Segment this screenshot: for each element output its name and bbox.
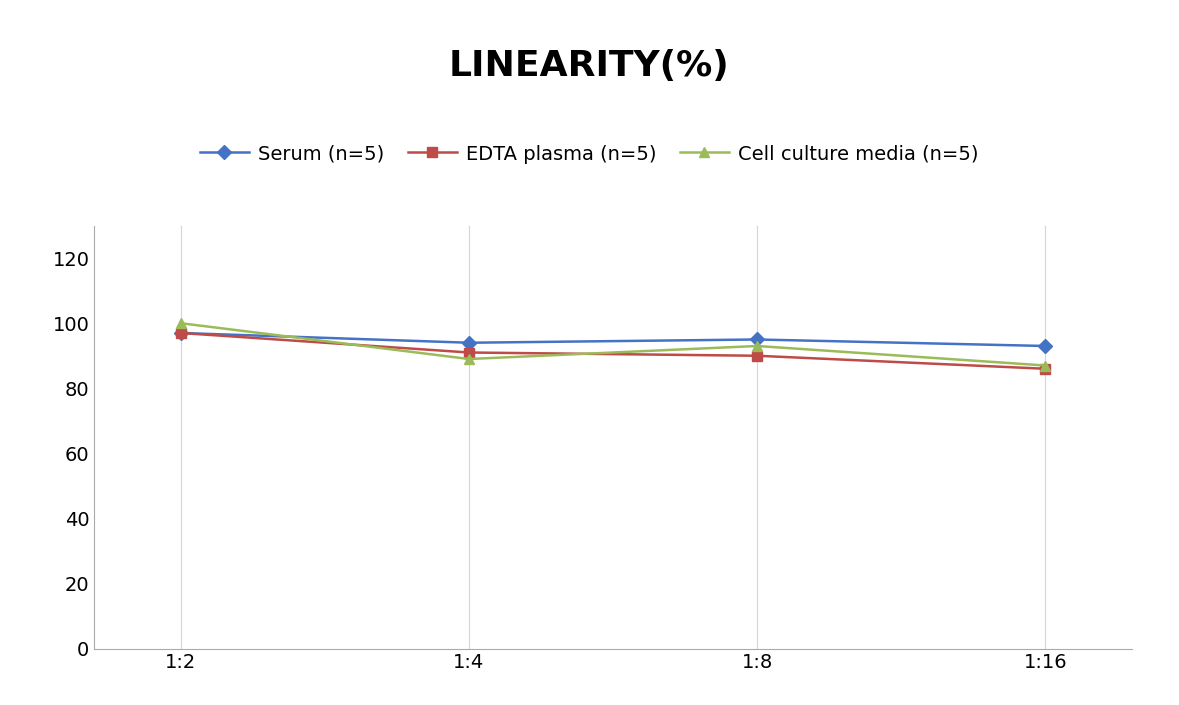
Cell culture media (n=5) [750,342,764,350]
Line: Serum (n=5): Serum (n=5) [176,328,1050,351]
Cell culture media (n=5) [173,319,187,327]
Cell culture media (n=5) [462,355,476,363]
Serum (n=5) [750,336,764,344]
Line: Cell culture media (n=5): Cell culture media (n=5) [176,319,1050,370]
Serum (n=5) [462,338,476,347]
Text: LINEARITY(%): LINEARITY(%) [449,49,730,83]
EDTA plasma (n=5) [750,352,764,360]
Line: EDTA plasma (n=5): EDTA plasma (n=5) [176,328,1050,374]
EDTA plasma (n=5) [173,329,187,337]
Serum (n=5) [173,329,187,337]
Legend: Serum (n=5), EDTA plasma (n=5), Cell culture media (n=5): Serum (n=5), EDTA plasma (n=5), Cell cul… [192,137,987,171]
EDTA plasma (n=5) [462,348,476,357]
EDTA plasma (n=5) [1039,364,1053,373]
Cell culture media (n=5) [1039,361,1053,369]
Serum (n=5) [1039,342,1053,350]
